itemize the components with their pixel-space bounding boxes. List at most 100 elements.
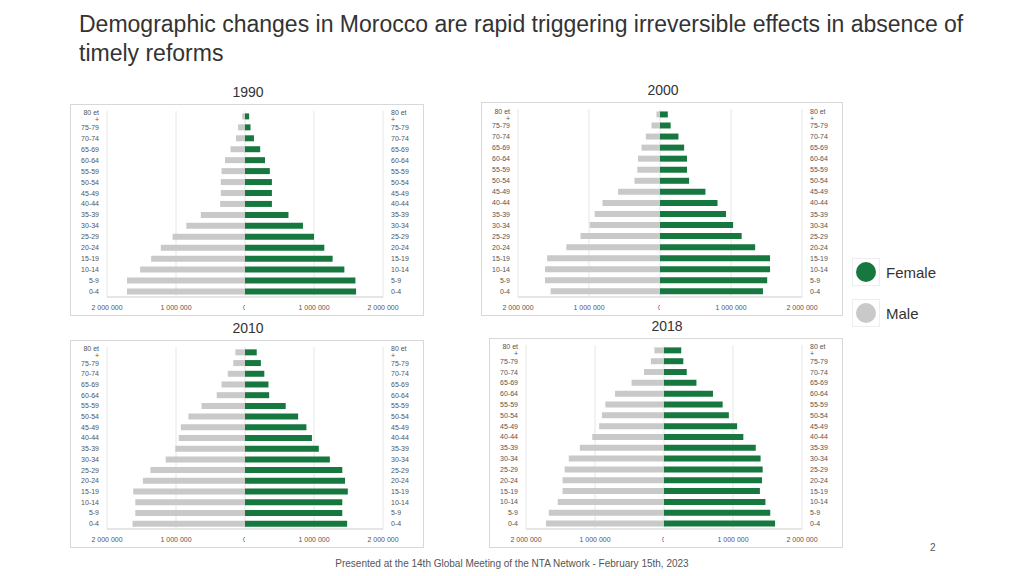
svg-text:10-14: 10-14 [391, 499, 409, 506]
svg-text:20-24: 20-24 [500, 477, 518, 484]
svg-text:75-79: 75-79 [81, 124, 99, 131]
svg-text:45-49: 45-49 [492, 188, 510, 195]
svg-text:65-69: 65-69 [810, 144, 828, 151]
svg-text:60-64: 60-64 [391, 392, 409, 399]
svg-text:1 000 000: 1 000 000 [160, 536, 191, 543]
svg-text:15-19: 15-19 [810, 488, 828, 495]
svg-text:65-69: 65-69 [81, 146, 99, 153]
svg-text:45-49: 45-49 [391, 190, 409, 197]
svg-text:80 et+: 80 et+ [810, 343, 826, 357]
svg-text:0-4: 0-4 [508, 520, 518, 527]
svg-text:50-54: 50-54 [492, 177, 510, 184]
svg-text:2 000 000: 2 000 000 [502, 304, 533, 311]
svg-text:2 000 000: 2 000 000 [367, 536, 398, 543]
svg-text:50-54: 50-54 [500, 412, 518, 419]
svg-text:25-29: 25-29 [81, 233, 99, 240]
svg-text:45-49: 45-49 [81, 190, 99, 197]
svg-text:60-64: 60-64 [810, 390, 828, 397]
svg-text:15-19: 15-19 [81, 255, 99, 262]
svg-text:35-39: 35-39 [81, 445, 99, 452]
svg-text:20-24: 20-24 [81, 477, 99, 484]
svg-text:5-9: 5-9 [391, 277, 401, 284]
svg-text:2 000 000: 2 000 000 [91, 536, 122, 543]
svg-text:40-44: 40-44 [81, 200, 99, 207]
svg-text:35-39: 35-39 [500, 444, 518, 451]
svg-text:50-54: 50-54 [391, 179, 409, 186]
svg-text:5-9: 5-9 [500, 277, 510, 284]
svg-text:35-39: 35-39 [391, 445, 409, 452]
svg-text:65-69: 65-69 [810, 379, 828, 386]
svg-text:55-59: 55-59 [391, 168, 409, 175]
svg-text:0-4: 0-4 [810, 520, 820, 527]
svg-text:45-49: 45-49 [391, 424, 409, 431]
svg-text:0-4: 0-4 [89, 288, 99, 295]
svg-text:70-74: 70-74 [391, 135, 409, 142]
svg-text:25-29: 25-29 [810, 466, 828, 473]
svg-text:30-34: 30-34 [492, 222, 510, 229]
svg-text:80 et+: 80 et+ [391, 109, 407, 123]
svg-text:10-14: 10-14 [391, 266, 409, 273]
svg-text:45-49: 45-49 [810, 188, 828, 195]
svg-text:65-69: 65-69 [391, 381, 409, 388]
svg-text:60-64: 60-64 [81, 157, 99, 164]
svg-text:60-64: 60-64 [81, 392, 99, 399]
svg-text:70-74: 70-74 [810, 133, 828, 140]
svg-text:75-79: 75-79 [391, 124, 409, 131]
svg-text:15-19: 15-19 [81, 488, 99, 495]
svg-text:25-29: 25-29 [810, 233, 828, 240]
svg-text:60-64: 60-64 [391, 157, 409, 164]
svg-text:5-9: 5-9 [810, 277, 820, 284]
svg-text:55-59: 55-59 [81, 168, 99, 175]
svg-text:10-14: 10-14 [81, 266, 99, 273]
svg-text:0: 0 [243, 304, 245, 311]
svg-text:50-54: 50-54 [391, 413, 409, 420]
svg-text:5-9: 5-9 [810, 509, 820, 516]
svg-text:75-79: 75-79 [810, 122, 828, 129]
svg-text:15-19: 15-19 [492, 255, 510, 262]
svg-text:65-69: 65-69 [500, 379, 518, 386]
svg-text:80 et+: 80 et+ [810, 108, 826, 122]
svg-text:1 000 000: 1 000 000 [160, 304, 191, 311]
svg-text:40-44: 40-44 [810, 433, 828, 440]
svg-text:30-34: 30-34 [810, 222, 828, 229]
svg-text:1 000 000: 1 000 000 [717, 536, 748, 543]
svg-text:80 et+: 80 et+ [391, 345, 407, 359]
svg-text:0-4: 0-4 [500, 288, 510, 295]
svg-text:10-14: 10-14 [810, 266, 828, 273]
svg-text:55-59: 55-59 [500, 401, 518, 408]
svg-text:35-39: 35-39 [810, 444, 828, 451]
svg-text:75-79: 75-79 [391, 360, 409, 367]
svg-text:30-34: 30-34 [81, 222, 99, 229]
svg-text:20-24: 20-24 [810, 244, 828, 251]
svg-text:20-24: 20-24 [810, 477, 828, 484]
svg-text:20-24: 20-24 [492, 244, 510, 251]
svg-text:45-49: 45-49 [81, 424, 99, 431]
svg-text:30-34: 30-34 [81, 456, 99, 463]
svg-text:20-24: 20-24 [391, 244, 409, 251]
svg-text:70-74: 70-74 [391, 370, 409, 377]
svg-text:80 et+: 80 et+ [494, 108, 510, 122]
svg-text:0-4: 0-4 [89, 520, 99, 527]
svg-text:40-44: 40-44 [391, 200, 409, 207]
svg-text:25-29: 25-29 [391, 233, 409, 240]
svg-text:0: 0 [662, 536, 664, 543]
svg-text:1 000 000: 1 000 000 [298, 304, 329, 311]
svg-text:45-49: 45-49 [810, 423, 828, 430]
svg-text:2 000 000: 2 000 000 [786, 304, 817, 311]
svg-text:1 000 000: 1 000 000 [579, 536, 610, 543]
svg-text:70-74: 70-74 [500, 369, 518, 376]
svg-text:55-59: 55-59 [810, 401, 828, 408]
svg-text:70-74: 70-74 [81, 370, 99, 377]
svg-text:0-4: 0-4 [810, 288, 820, 295]
svg-text:25-29: 25-29 [492, 233, 510, 240]
svg-text:35-39: 35-39 [81, 211, 99, 218]
svg-text:5-9: 5-9 [508, 509, 518, 516]
svg-text:80 et+: 80 et+ [83, 109, 99, 123]
svg-text:1 000 000: 1 000 000 [298, 536, 329, 543]
svg-text:30-34: 30-34 [391, 456, 409, 463]
svg-text:50-54: 50-54 [81, 413, 99, 420]
svg-text:15-19: 15-19 [810, 255, 828, 262]
svg-text:65-69: 65-69 [391, 146, 409, 153]
svg-text:35-39: 35-39 [810, 211, 828, 218]
svg-text:5-9: 5-9 [391, 509, 401, 516]
